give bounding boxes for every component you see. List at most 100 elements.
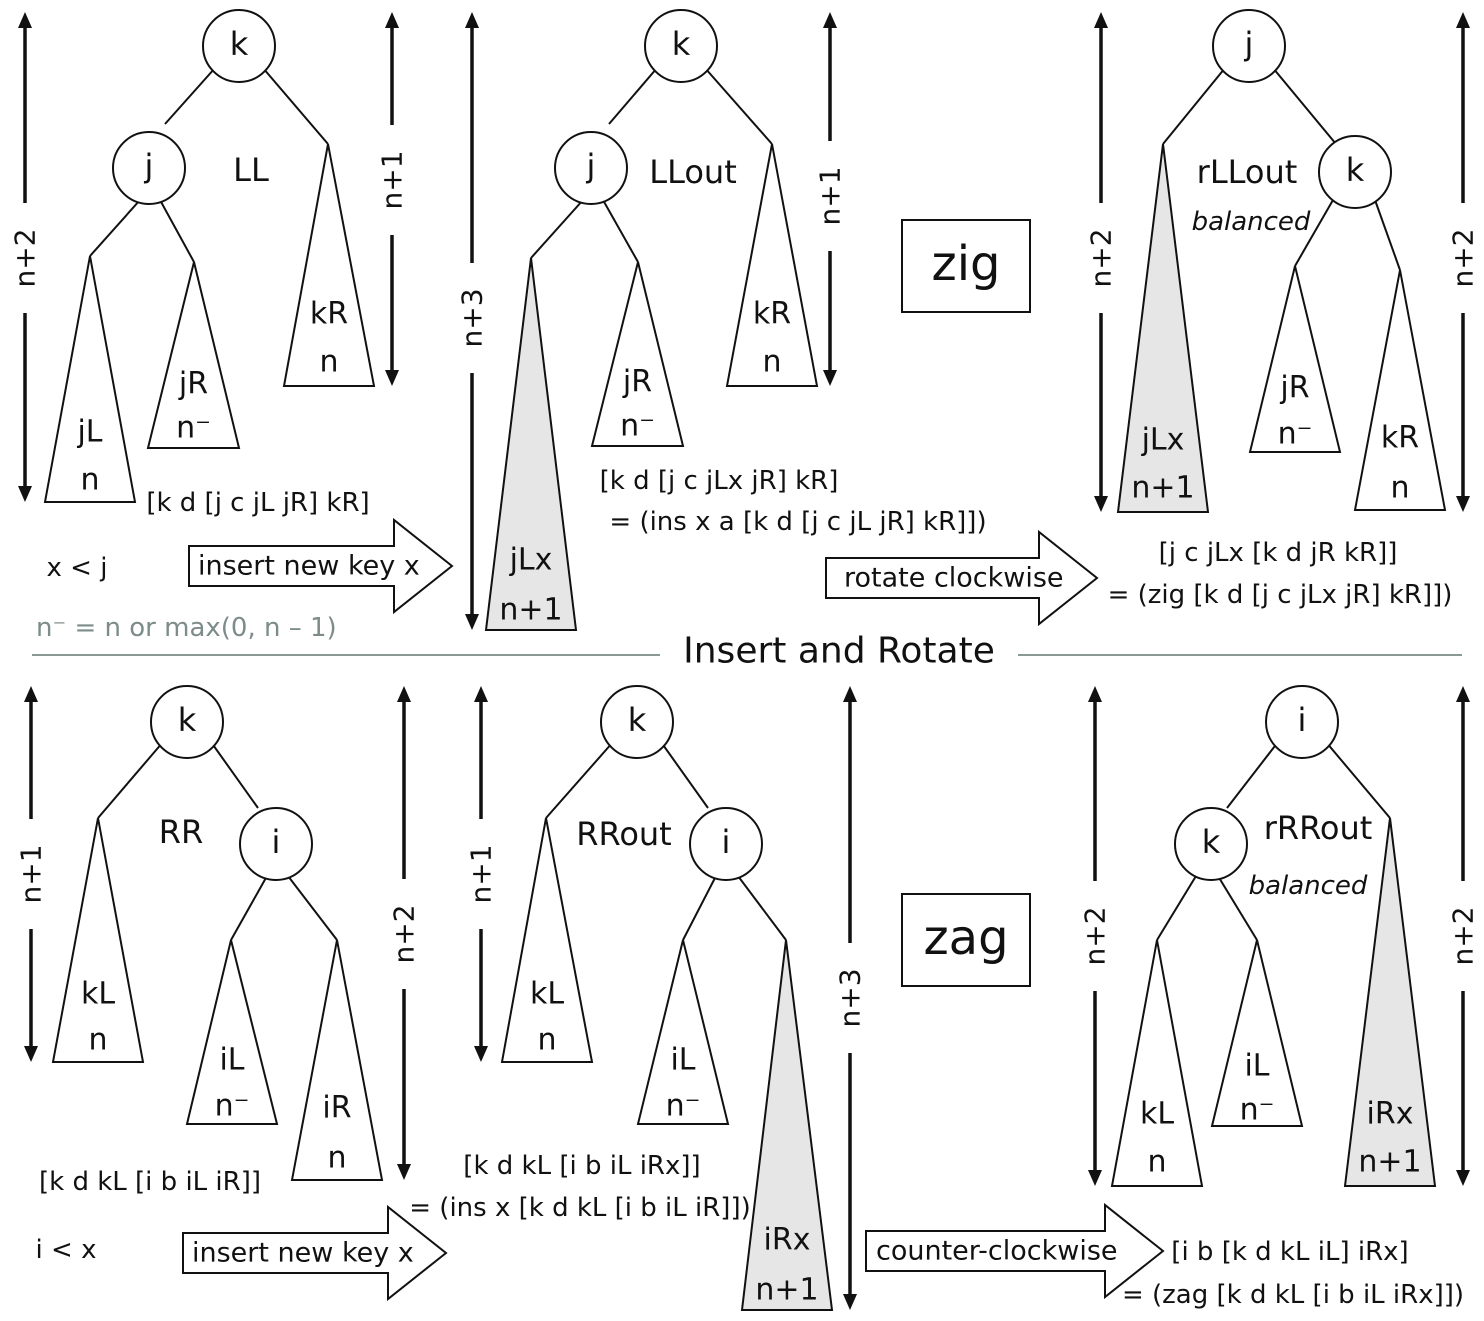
zig-p3-node-k: k <box>1318 135 1392 209</box>
zag-p1-expression: [k d kL [i b iL iR]] <box>39 1167 261 1197</box>
zig-p3-height-right-head-bottom <box>1456 496 1470 512</box>
zig-p2-height-right-head-bottom <box>823 370 837 386</box>
zig-p2-edge-k-j <box>608 67 658 125</box>
zag-p3-node-i: i <box>1265 685 1339 759</box>
zig-insert-arrow-shape <box>188 517 454 615</box>
zag-p1-subtree-kL-label: kL <box>81 977 115 1012</box>
zag-p3-height-right-label: n+2 <box>1447 906 1480 965</box>
zig-p2-subtree-jR-shape <box>590 261 685 447</box>
zig-p1-node-j-circle <box>112 131 186 205</box>
zag-p1-height-right: n+2 <box>388 686 421 1180</box>
zag-p3-expression: [i b [k d kL iL] iRx] <box>1171 1237 1408 1267</box>
zag-p3-node-k: k <box>1174 807 1248 881</box>
zag-p2-height-right-label: n+3 <box>834 968 867 1027</box>
zig-p3-subtree-jLx: jLx n+1 <box>1116 143 1210 513</box>
zig-p2-expression: [k d [j c jLx jR] kR] <box>600 466 839 496</box>
zig-p1-subtree-jR: jR n⁻ <box>146 261 241 449</box>
zag-p3-subtree-iRx-shape <box>1343 817 1437 1187</box>
zag-p1-node-i: i <box>239 807 313 881</box>
zag-p1-height-right-head-bottom <box>397 1164 411 1180</box>
zig-p2-subtree-jLx: jLx n+1 <box>484 257 578 631</box>
zig-p3-subtree-jR-height: n⁻ <box>1278 417 1313 452</box>
zig-p1-subtree-kR-shape <box>282 143 376 387</box>
zig-p1-subtree-kR-label: kR <box>310 297 348 332</box>
zag-p3-edge-k-kL <box>1156 875 1197 941</box>
zag-p3-subtree-iRx-height: n+1 <box>1358 1145 1421 1180</box>
zag-rotate-arrow-shape <box>865 1202 1165 1300</box>
zig-p3-subtree-kR: kR n <box>1353 269 1447 511</box>
zag-p3-expression-result: = (zag [k d kL [i b iL iRx]]) <box>1122 1280 1464 1310</box>
zag-p3-subtree-kL-label: kL <box>1140 1097 1174 1132</box>
zig-p3-subtree-jR: jR n⁻ <box>1248 265 1342 453</box>
zag-p1-edge-k-i <box>210 741 259 809</box>
diagram-title: Insert and Rotate <box>683 631 995 672</box>
zig-p2-node-j-circle <box>554 131 628 205</box>
zig-p3-edge-k-kR <box>1374 199 1401 271</box>
zig-p2-case-label: LLout <box>649 153 737 191</box>
zig-p3-subtree-jLx-label: jLx <box>1141 423 1185 458</box>
zag-p2-subtree-kL-shape <box>500 817 594 1063</box>
zig-p2-edge-j-jLx <box>530 199 584 259</box>
zag-p1-subtree-kL: kL n <box>51 817 145 1063</box>
zig-p2-node-k-key: k <box>672 25 691 63</box>
zag-p3-subtree-iL-shape <box>1210 939 1304 1127</box>
zag-p1-height-right-head-top <box>397 686 411 702</box>
zig-p1-height-right-label: n+1 <box>376 150 409 209</box>
zag-p1-case-label: RR <box>159 813 203 851</box>
zag-p2-subtree-iL-shape <box>636 939 730 1125</box>
zag-p3-height-left-label: n+2 <box>1079 906 1112 965</box>
zig-p3-node-j: j <box>1212 9 1286 83</box>
zig-p2-node-k-circle <box>644 9 718 83</box>
zag-box-frame <box>901 893 1031 987</box>
zag-p3-subtree-iL-label: iL <box>1244 1049 1269 1084</box>
zag-p2-height-left-label: n+1 <box>465 844 498 903</box>
zag-p2-node-i-key: i <box>722 823 731 861</box>
zag-box: zag <box>901 893 1031 987</box>
zag-p2-height-left-head-top <box>474 686 488 702</box>
zig-rotate-arrow: rotate clockwise <box>825 529 1099 627</box>
zag-p2-subtree-iL-label: iL <box>670 1043 695 1078</box>
zag-p1-subtree-iR: iR n <box>290 939 384 1181</box>
zig-p1-edge-k-kR <box>262 67 329 145</box>
zig-p3-subtree-jR-shape <box>1248 265 1342 453</box>
zig-p2-subtree-kR-label: kR <box>753 297 791 332</box>
zag-p2-edge-k-i <box>660 741 709 809</box>
zig-p1-expression: [k d [j c jL jR] kR] <box>146 488 369 518</box>
zag-condition: i < x <box>36 1235 97 1265</box>
zig-p2-height-right-label: n+1 <box>814 166 847 225</box>
zig-box: zig <box>901 219 1031 313</box>
zag-box-label: zag <box>923 910 1008 966</box>
zig-p1-height-left-label: n+2 <box>9 228 42 287</box>
zag-p2-edge-i-iL <box>682 875 717 941</box>
zig-p2-height-left: n+3 <box>456 12 489 630</box>
zag-p2-height-left: n+1 <box>465 686 498 1062</box>
zig-condition: x < j <box>47 553 108 583</box>
zig-p3-height-left: n+2 <box>1085 12 1118 512</box>
zig-p2-edge-j-jR <box>602 199 639 263</box>
zig-p1-height-right-head-bottom <box>385 370 399 386</box>
zig-p2-subtree-jR: jR n⁻ <box>590 261 685 447</box>
zig-box-label: zig <box>932 236 1001 292</box>
zig-box-frame <box>901 219 1031 313</box>
zag-p2-subtree-iL-height: n⁻ <box>666 1089 701 1124</box>
zag-p2-height-left-head-bottom <box>474 1046 488 1062</box>
zig-p1-height-left: n+2 <box>9 12 42 502</box>
zig-p2-subtree-jLx-shape <box>484 257 578 631</box>
zig-p3-edge-j-jLx <box>1162 67 1226 145</box>
zig-p2-height-left-label: n+3 <box>456 288 489 347</box>
zag-p2-case-label: RRout <box>576 815 671 853</box>
zag-p3-subtree-kL-height: n <box>1147 1145 1166 1180</box>
zag-p2-expression: [k d kL [i b iL iRx]] <box>463 1151 700 1181</box>
zig-p1-subtree-jR-label: jR <box>178 367 208 402</box>
zag-p3-height-right: n+2 <box>1447 686 1480 1186</box>
zig-p1-subtree-kR: kR n <box>282 143 376 387</box>
zig-rotate-arrow-shape <box>825 529 1099 627</box>
zig-p3-edge-j-k <box>1272 67 1337 145</box>
zig-p3-expression-result: = (zig [k d [j c jLx jR] kR]]) <box>1108 580 1453 610</box>
zag-p2-subtree-kL-height: n <box>537 1023 556 1058</box>
zig-p2-subtree-kR-height: n <box>762 345 781 380</box>
zig-p2-node-k: k <box>644 9 718 83</box>
zag-p2-node-i-circle <box>689 807 763 881</box>
zig-p1-node-k: k <box>202 9 276 83</box>
zag-rotate-arrow-label: counter-clockwise <box>876 1236 1118 1267</box>
